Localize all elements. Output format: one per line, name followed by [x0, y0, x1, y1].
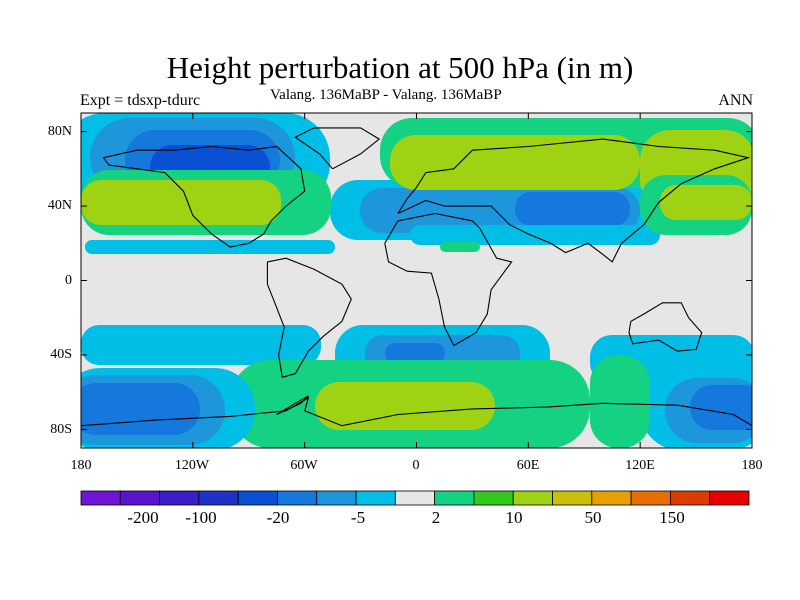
- colorbar-box-4: [198, 490, 239, 506]
- colorbar-box-1: [80, 490, 121, 506]
- season-label: ANN: [718, 92, 753, 109]
- lat-label-80n: 80N: [47, 124, 72, 139]
- colorbar-box-9: [394, 490, 436, 506]
- colorbar-box-5: [237, 490, 278, 506]
- colorbar-box-3: [159, 490, 200, 506]
- sh-yellow: [315, 382, 495, 430]
- coastlines: [81, 127, 752, 427]
- contour-fills: [81, 113, 752, 448]
- colorbar-label-7: 50: [584, 508, 602, 527]
- lon-label-0: 0: [412, 458, 420, 473]
- nh-pac-yellow: [81, 180, 281, 225]
- australia-coast: [628, 302, 703, 352]
- greenland-coast: [294, 127, 381, 170]
- colorbar-label-3: -20: [266, 508, 290, 527]
- antarctica-coast: [81, 396, 752, 427]
- colorbar-box-15: [630, 490, 671, 506]
- colorbar-box-7: [316, 490, 357, 506]
- plot-title: Height perturbation at 500 hPa (in m): [166, 50, 634, 85]
- sh-b7-mid: [385, 343, 445, 363]
- ant-low-east-b7: [690, 385, 752, 430]
- lon-label-60e: 60E: [516, 458, 540, 473]
- colorbar-box-11: [473, 490, 514, 506]
- trop-cyan-1: [85, 240, 335, 254]
- africa-coast: [384, 212, 513, 347]
- lon-label-180w: 180: [70, 458, 92, 473]
- north-america-coast: [102, 145, 306, 248]
- south-america-coast: [266, 257, 352, 378]
- lon-label-120e: 120E: [625, 458, 655, 473]
- colorbar-label-6: 10: [505, 508, 523, 527]
- colorbar-box-16: [670, 490, 711, 506]
- nh-east-yellow: [660, 185, 752, 220]
- ant-green-east: [590, 355, 650, 448]
- tick-marks: [80, 113, 753, 448]
- experiment-label: Expt = tdsxp-tdurc: [80, 92, 201, 109]
- colorbar-label-5: 2: [431, 508, 441, 527]
- colorbar-label-8: 150: [659, 508, 685, 527]
- small-green: [440, 242, 480, 252]
- sh-cyan-west: [81, 325, 321, 365]
- lon-label-120w: 120W: [174, 458, 210, 473]
- colorbar-box-6: [277, 490, 318, 506]
- lat-label-40n: 40N: [47, 198, 72, 213]
- colorbar-box-14: [591, 490, 632, 506]
- ant-low-west-b7: [81, 383, 200, 435]
- eurasia-coast: [397, 138, 751, 263]
- colorbar-box-17: [709, 490, 750, 506]
- trop-cyan-2: [410, 225, 660, 245]
- lon-label-180e: 180: [741, 458, 763, 473]
- lon-label-60w: 60W: [290, 458, 318, 473]
- comparison-label: Valang. 136MaBP - Valang. 136MaBP: [270, 87, 502, 103]
- colorbar-box-8: [355, 490, 396, 506]
- colorbar-box-2: [119, 490, 160, 506]
- colorbar-box-13: [552, 490, 593, 506]
- lat-label-40s: 40S: [50, 347, 72, 362]
- colorbar-label-1: -200: [127, 508, 159, 527]
- antarctic-peninsula: [276, 395, 309, 415]
- colorbar-box-10: [434, 490, 475, 506]
- lat-label-eq: 0: [65, 273, 72, 288]
- lat-label-80s: 80S: [50, 422, 72, 437]
- colorbar-label-4: -5: [350, 508, 366, 527]
- na-low-b7: [515, 192, 630, 226]
- arctic-yellow: [390, 135, 640, 190]
- colorbar-label-2: -100: [185, 508, 217, 527]
- colorbar-box-12: [512, 490, 553, 506]
